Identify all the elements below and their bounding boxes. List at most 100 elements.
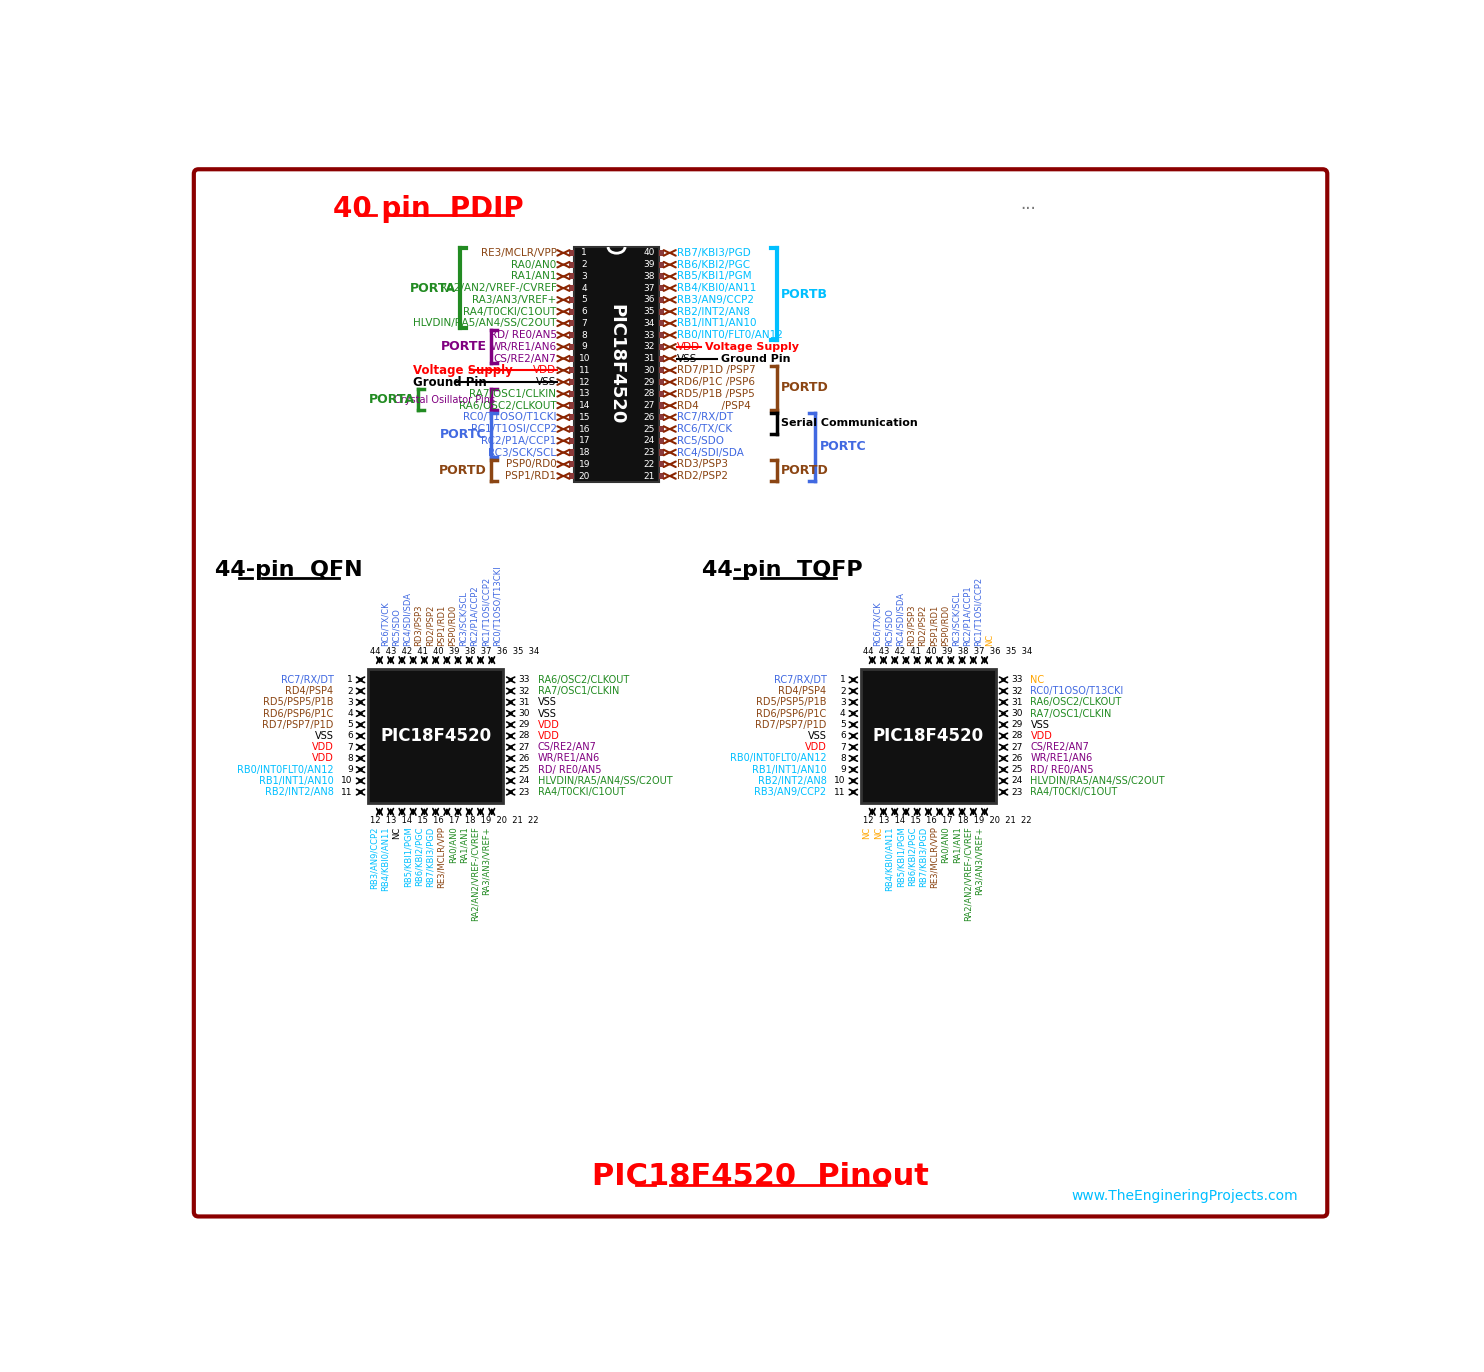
FancyBboxPatch shape [568,250,574,257]
FancyBboxPatch shape [194,169,1327,1217]
FancyBboxPatch shape [568,344,574,350]
Text: RC1/T1OSI/CCP2: RC1/T1OSI/CCP2 [974,576,982,645]
Text: NC: NC [392,826,401,838]
Text: 32: 32 [1011,686,1022,696]
Text: 29: 29 [518,720,530,730]
Text: 25: 25 [1011,766,1022,774]
Text: Serial Communication: Serial Communication [782,418,919,428]
Text: VDD: VDD [537,720,559,730]
Text: RD7/PSP7/P1D: RD7/PSP7/P1D [263,720,334,730]
Text: RB0/INT0FLT0/AN12: RB0/INT0FLT0/AN12 [730,753,827,763]
Text: RA1/AN1: RA1/AN1 [460,826,469,863]
Text: 1: 1 [347,675,353,685]
Text: PORTD: PORTD [782,381,830,394]
FancyBboxPatch shape [568,273,574,280]
Text: 30: 30 [518,709,530,718]
FancyBboxPatch shape [568,450,574,456]
Text: RB1/INT1/AN10: RB1/INT1/AN10 [677,318,757,328]
Text: RC2/P1A/CCP2: RC2/P1A/CCP2 [470,584,479,645]
Text: VDD: VDD [1030,731,1052,741]
Text: RA1/AN1: RA1/AN1 [510,272,556,281]
Text: RC3/SCK/SCL: RC3/SCK/SCL [488,447,556,457]
Text: 44  43  42  41  40  39  38  37  36  35  34: 44 43 42 41 40 39 38 37 36 35 34 [862,648,1031,656]
FancyBboxPatch shape [659,320,665,327]
Text: 23: 23 [1011,788,1022,797]
Text: 12: 12 [579,377,591,387]
Text: RD6/P1C /PSP6: RD6/P1C /PSP6 [677,377,755,387]
Text: RA2/AN2/VREF-/CVREF: RA2/AN2/VREF-/CVREF [470,826,479,922]
FancyBboxPatch shape [861,668,996,804]
Text: www.TheEngineringProjects.com: www.TheEngineringProjects.com [1071,1190,1298,1203]
Text: RD7/P1D /PSP7: RD7/P1D /PSP7 [677,365,755,376]
FancyBboxPatch shape [659,262,665,268]
Text: Crystal Osillator Pins: Crystal Osillator Pins [393,395,494,405]
Text: RB5/KBI1/PGM: RB5/KBI1/PGM [896,826,905,888]
Text: PIC18F4520: PIC18F4520 [607,305,626,425]
Text: RB3/AN9/CCP2: RB3/AN9/CCP2 [754,788,827,797]
Text: VDD: VDD [804,742,827,752]
Text: RB1/INT1/AN10: RB1/INT1/AN10 [751,764,827,775]
Text: 20: 20 [579,472,591,480]
Text: PORTE: PORTE [441,340,487,354]
Text: RD6/PSP6/P1C: RD6/PSP6/P1C [263,708,334,719]
Text: RE3/MCLR/VPP: RE3/MCLR/VPP [438,826,447,888]
Text: RA2/AN2/VREF-/CVREF: RA2/AN2/VREF-/CVREF [439,283,556,294]
Text: RA2/AN2/VREF-/CVREF: RA2/AN2/VREF-/CVREF [963,826,972,922]
Text: RC4/SDI/SDA: RC4/SDI/SDA [677,447,743,457]
Text: 8: 8 [347,755,353,763]
Text: 25: 25 [643,424,654,434]
Text: RB3/AN9/CCP2: RB3/AN9/CCP2 [370,826,378,889]
Text: 10: 10 [834,777,846,785]
Text: 22: 22 [643,460,654,469]
Text: 33: 33 [518,675,530,685]
Text: 40 pin  PDIP: 40 pin PDIP [332,195,524,222]
FancyBboxPatch shape [568,262,574,268]
Text: RC6/TX/CK: RC6/TX/CK [873,601,881,645]
Text: RB6/KBI2/PGC: RB6/KBI2/PGC [414,826,423,886]
Text: 31: 31 [518,698,530,707]
Text: 11: 11 [834,788,846,797]
Text: 6: 6 [347,731,353,741]
Text: RE3/MCLR/VPP: RE3/MCLR/VPP [481,248,556,258]
Text: 28: 28 [518,731,530,741]
Text: 7: 7 [582,318,588,328]
FancyBboxPatch shape [568,473,574,479]
FancyBboxPatch shape [659,344,665,350]
Text: 11: 11 [341,788,353,797]
Text: 6: 6 [582,307,588,316]
Text: RA7/OSC1/CLKIN: RA7/OSC1/CLKIN [469,388,556,399]
Text: 9: 9 [582,343,588,351]
Text: 19: 19 [579,460,591,469]
Text: RD5/P1B /PSP5: RD5/P1B /PSP5 [677,388,754,399]
FancyBboxPatch shape [568,296,574,303]
Text: 9: 9 [840,766,846,774]
Text: RB2/INT2/AN8: RB2/INT2/AN8 [677,306,749,317]
Text: 25: 25 [518,766,530,774]
Text: PORTD: PORTD [439,464,487,476]
Text: HLVDIN/RA5/AN4/SS/C2OUT: HLVDIN/RA5/AN4/SS/C2OUT [413,318,556,328]
FancyBboxPatch shape [568,355,574,362]
Text: 9: 9 [347,766,353,774]
Text: HLVDIN/RA5/AN4/SS/C2OUT: HLVDIN/RA5/AN4/SS/C2OUT [537,777,672,786]
Text: VDD: VDD [533,365,556,376]
Text: VSS: VSS [807,731,827,741]
Text: NC: NC [985,634,994,645]
Text: 26: 26 [518,755,530,763]
Text: NC: NC [862,826,871,838]
Text: RC5/SDO: RC5/SDO [392,608,401,645]
Text: 44-pin  QFN: 44-pin QFN [215,560,364,580]
Text: RC3/SCK/SCL: RC3/SCK/SCL [951,590,960,645]
Text: 30: 30 [1011,709,1022,718]
Text: 30: 30 [643,366,654,375]
Text: PSP1/RD1: PSP1/RD1 [929,604,938,645]
Text: RB0/INT0FLT0/AN12: RB0/INT0FLT0/AN12 [237,764,334,775]
Text: PORTA: PORTA [410,281,456,295]
Text: RA0/AN0: RA0/AN0 [512,259,556,270]
Text: CS/RE2/AN7: CS/RE2/AN7 [494,354,556,364]
Text: 33: 33 [1011,675,1022,685]
Text: VDD: VDD [677,342,700,351]
Text: RD2/PSP2: RD2/PSP2 [919,604,928,645]
Text: 23: 23 [518,788,530,797]
FancyBboxPatch shape [568,379,574,386]
Text: RA6/OSC2/CLKOUT: RA6/OSC2/CLKOUT [1030,697,1122,708]
